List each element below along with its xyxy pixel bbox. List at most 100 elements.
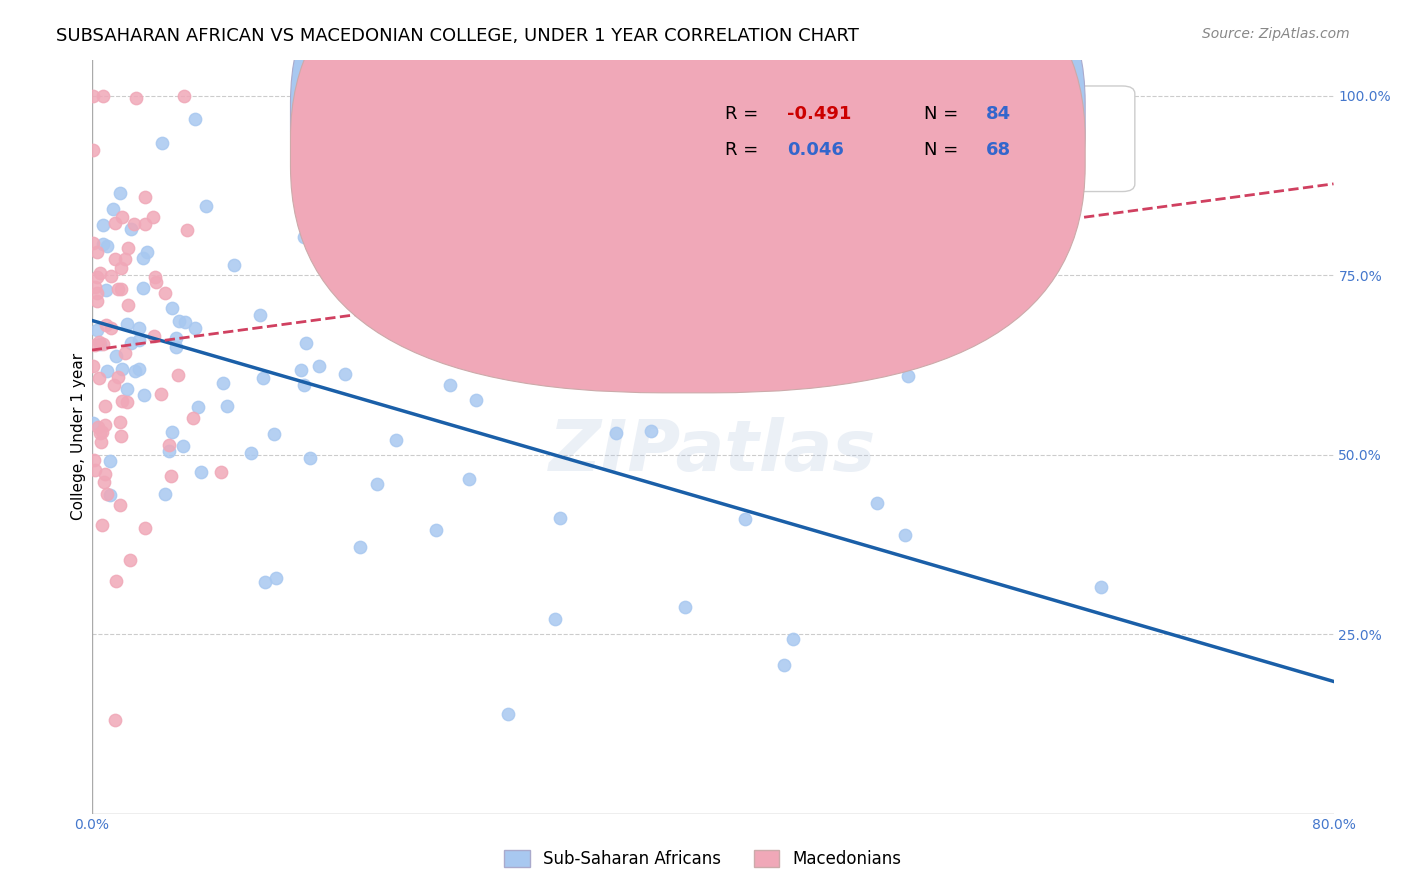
Point: [474, 258, 496, 272]
Point: [134, 217, 156, 231]
Point: [128, 362, 150, 376]
Point: [174, 315, 197, 329]
Point: [894, 528, 917, 542]
Point: [425, 323, 447, 337]
Point: [103, 377, 125, 392]
Point: [160, 301, 183, 316]
Point: [83, 452, 105, 467]
Point: [107, 369, 129, 384]
Point: [110, 282, 132, 296]
Point: [115, 317, 138, 331]
Point: [134, 521, 156, 535]
Point: [120, 221, 142, 235]
Point: [131, 252, 153, 266]
Point: [86, 323, 108, 337]
Point: [333, 367, 356, 381]
Point: [111, 210, 134, 224]
Point: [212, 376, 235, 391]
Point: [83, 462, 105, 476]
Point: [782, 632, 804, 646]
Point: [108, 415, 131, 429]
Point: [167, 313, 190, 327]
Point: [439, 378, 461, 392]
Point: [349, 540, 371, 554]
Point: [184, 321, 207, 335]
Point: [120, 336, 142, 351]
Point: [90, 434, 112, 449]
Point: [94, 399, 117, 413]
Point: [252, 371, 274, 385]
Point: [222, 258, 245, 272]
Point: [181, 410, 204, 425]
Point: [110, 186, 132, 201]
Point: [132, 281, 155, 295]
Point: [111, 362, 134, 376]
Point: [544, 612, 567, 626]
Point: [91, 425, 114, 439]
Point: [183, 112, 205, 127]
Text: SUBSAHARAN AFRICAN VS MACEDONIAN COLLEGE, UNDER 1 YEAR CORRELATION CHART: SUBSAHARAN AFRICAN VS MACEDONIAN COLLEGE…: [56, 27, 859, 45]
Point: [264, 571, 287, 585]
Point: [132, 388, 155, 402]
Text: -0.491: -0.491: [787, 105, 852, 123]
Point: [124, 364, 146, 378]
Point: [96, 364, 118, 378]
Point: [93, 467, 115, 481]
Point: [195, 199, 218, 213]
Point: [150, 136, 173, 150]
FancyBboxPatch shape: [291, 0, 1085, 358]
Point: [103, 202, 125, 216]
Point: [86, 245, 108, 260]
Point: [496, 707, 519, 722]
Point: [673, 600, 696, 615]
Point: [93, 336, 115, 351]
Point: [640, 424, 662, 438]
Point: [104, 574, 127, 588]
Point: [122, 217, 145, 231]
Text: 0.046: 0.046: [787, 141, 844, 159]
Point: [86, 285, 108, 300]
Point: [491, 365, 513, 379]
Text: 84: 84: [986, 105, 1011, 123]
Point: [143, 329, 166, 343]
Point: [89, 337, 111, 351]
Legend: Sub-Saharan Africans, Macedonians: Sub-Saharan Africans, Macedonians: [498, 843, 908, 875]
Point: [82, 359, 104, 373]
Point: [104, 216, 127, 230]
Point: [114, 346, 136, 360]
Point: [83, 337, 105, 351]
Point: [465, 392, 488, 407]
Point: [155, 486, 177, 500]
Point: [91, 88, 114, 103]
Point: [134, 190, 156, 204]
Point: [103, 252, 125, 267]
Point: [253, 575, 276, 590]
Point: [173, 88, 195, 103]
Point: [87, 420, 110, 434]
Point: [82, 143, 104, 157]
Point: [294, 336, 316, 351]
Point: [82, 235, 104, 250]
Point: [145, 275, 167, 289]
Point: [90, 518, 112, 533]
Point: [308, 359, 330, 373]
Point: [104, 349, 127, 363]
Point: [114, 252, 136, 267]
Point: [89, 426, 111, 441]
Point: [128, 321, 150, 335]
Point: [115, 382, 138, 396]
Point: [110, 261, 132, 276]
Point: [263, 426, 285, 441]
Text: ZIPatlas: ZIPatlas: [548, 417, 876, 486]
Point: [1090, 580, 1112, 594]
Text: R =: R =: [725, 141, 763, 159]
Point: [162, 425, 184, 440]
Point: [87, 371, 110, 385]
Text: Source: ZipAtlas.com: Source: ZipAtlas.com: [1202, 27, 1350, 41]
Text: 68: 68: [986, 141, 1011, 159]
Point: [93, 418, 115, 433]
Point: [292, 378, 315, 392]
Point: [82, 416, 104, 430]
Point: [86, 269, 108, 284]
Point: [384, 433, 406, 447]
